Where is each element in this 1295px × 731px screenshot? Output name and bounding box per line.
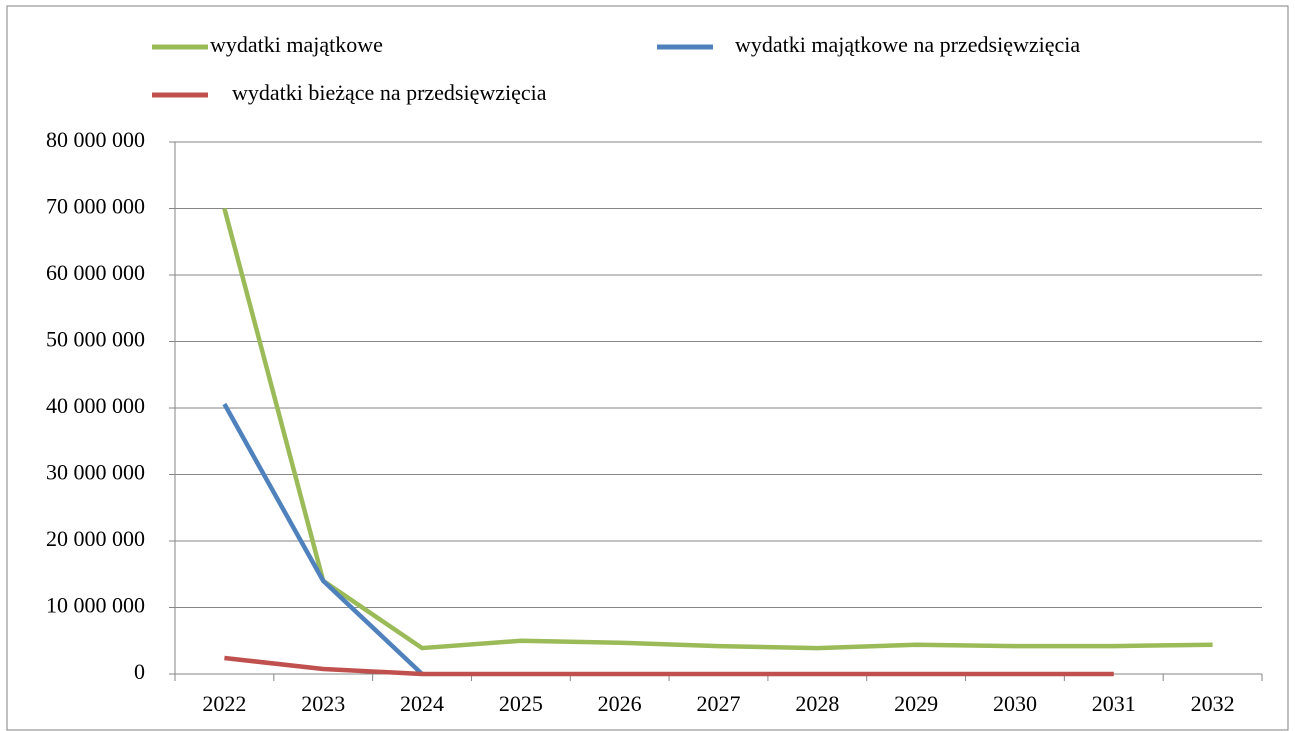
y-tick-label: 10 000 000	[46, 593, 145, 618]
x-tick-label: 2025	[499, 691, 543, 716]
y-tick-label: 70 000 000	[46, 194, 145, 219]
y-tick-label: 30 000 000	[46, 460, 145, 485]
y-tick-label: 40 000 000	[46, 393, 145, 418]
legend-label: wydatki majątkowe	[210, 32, 383, 57]
line-series	[222, 207, 1213, 651]
y-tick-label: 20 000 000	[46, 526, 145, 551]
x-tick-label: 2030	[993, 691, 1037, 716]
x-tick-label: 2029	[894, 691, 938, 716]
line-series	[224, 655, 1114, 677]
legend-label: wydatki majątkowe na przedsięwzięcia	[735, 32, 1080, 57]
x-tick-label: 2022	[202, 691, 246, 716]
x-tick-label: 2032	[1191, 691, 1235, 716]
line-series	[222, 402, 424, 676]
x-tick-label: 2031	[1092, 691, 1136, 716]
x-tick-label: 2023	[301, 691, 345, 716]
legend-label: wydatki bieżące na przedsięwzięcia	[232, 80, 547, 105]
y-tick-label: 0	[134, 659, 145, 684]
x-tick-label: 2024	[400, 691, 444, 716]
chart-frame	[6, 5, 1289, 731]
x-tick-label: 2026	[598, 691, 642, 716]
y-tick-label: 60 000 000	[46, 260, 145, 285]
y-tick-label: 80 000 000	[46, 127, 145, 152]
x-tick-label: 2028	[795, 691, 839, 716]
y-tick-label: 50 000 000	[46, 327, 145, 352]
x-tick-label: 2027	[697, 691, 741, 716]
